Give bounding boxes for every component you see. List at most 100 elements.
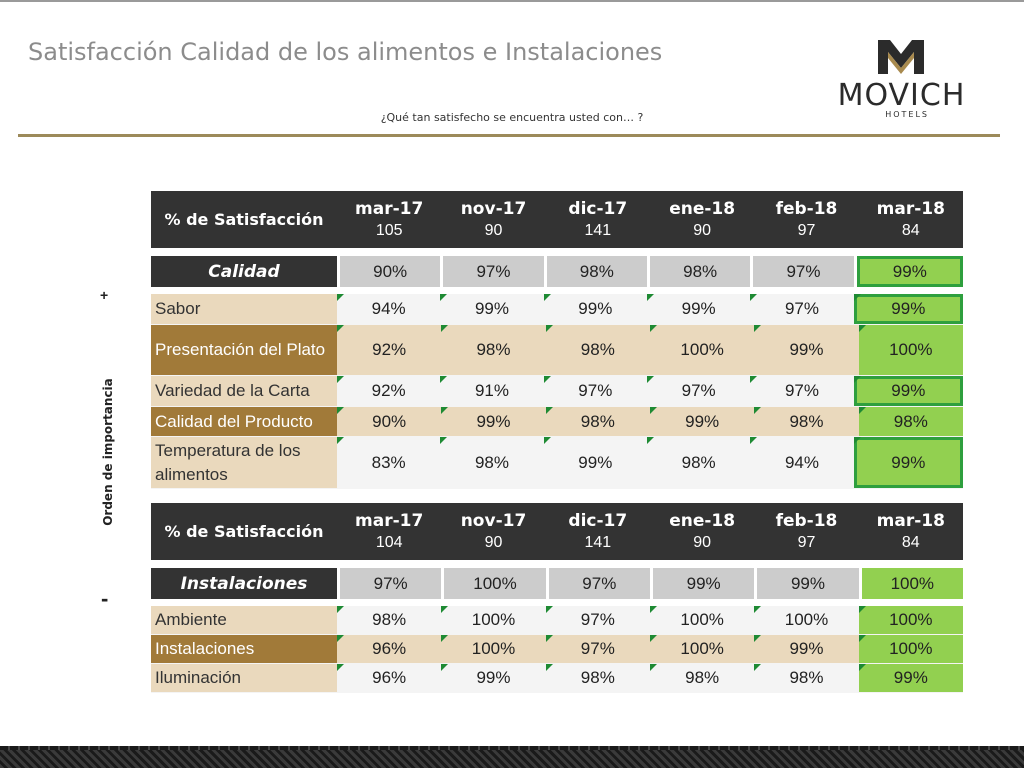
- flag-triangle-icon: [750, 294, 758, 301]
- period-label: nov-17: [460, 198, 527, 219]
- value-cell-latest: 99%: [858, 664, 963, 692]
- summary-cell-latest: 100%: [861, 568, 963, 599]
- value-cell: 92%: [337, 376, 441, 406]
- flag-triangle-icon: [750, 437, 758, 444]
- value-cell: 100%: [649, 325, 755, 375]
- movich-logo: MOVICH HOTELS: [814, 38, 989, 122]
- value-cell: 100%: [441, 635, 546, 663]
- flag-triangle-icon: [441, 635, 449, 642]
- cell-value: 91%: [474, 381, 509, 400]
- value-cell: 97%: [545, 635, 650, 663]
- value-cell-latest: 99%: [853, 376, 963, 406]
- flag-triangle-icon: [543, 376, 551, 383]
- logo-wordmark: MOVICH: [837, 78, 966, 113]
- flag-triangle-icon: [649, 325, 657, 332]
- header-column: feb-18 97: [754, 191, 858, 248]
- value-cell: 97%: [543, 376, 647, 406]
- cell-value: 98%: [474, 452, 509, 472]
- value-cell: 91%: [440, 376, 544, 406]
- flag-triangle-icon: [858, 325, 866, 332]
- flag-triangle-icon: [545, 635, 553, 642]
- value-cell: 98%: [754, 664, 859, 692]
- flag-triangle-icon: [754, 635, 762, 642]
- value-cell: 98%: [646, 437, 751, 488]
- table-row: Ambiente 98% 100% 97% 100% 100% 100%: [151, 606, 963, 635]
- summary-label: Instalaciones: [151, 568, 337, 599]
- cell-value: 99%: [893, 668, 928, 687]
- cell-value: 98%: [685, 668, 720, 687]
- summary-cell-latest: 99%: [856, 256, 963, 287]
- flag-triangle-icon: [754, 325, 762, 332]
- cell-value: 100%: [889, 639, 933, 658]
- table-row: Temperatura de los alimentos 83% 98% 99%…: [151, 437, 963, 489]
- flag-triangle-icon: [545, 407, 553, 414]
- value-cell: 100%: [754, 606, 859, 634]
- value-cell: 99%: [543, 294, 647, 324]
- sample-size: 90: [693, 533, 712, 551]
- period-label: feb-18: [775, 510, 838, 531]
- cell-value: 100%: [889, 610, 933, 629]
- flag-triangle-icon: [649, 606, 657, 613]
- sample-size: 90: [484, 533, 503, 551]
- row-label: Ambiente: [151, 606, 337, 634]
- flag-triangle-icon: [337, 407, 344, 414]
- flag-triangle-icon: [858, 664, 866, 671]
- flag-triangle-icon: [649, 407, 657, 414]
- header-column: ene-18 90: [650, 503, 754, 560]
- header-column: nov-17 90: [441, 191, 545, 248]
- cell-value: 98%: [789, 668, 824, 687]
- value-cell: 97%: [750, 294, 854, 324]
- value-cell-latest: 100%: [858, 606, 963, 634]
- cell-value: 100%: [471, 610, 516, 629]
- period-label: mar-17: [355, 198, 424, 219]
- value-cell: 98%: [545, 325, 650, 375]
- flag-triangle-icon: [337, 635, 344, 642]
- flag-triangle-icon: [337, 664, 344, 671]
- cell-value: 96%: [372, 668, 407, 687]
- sample-size: 141: [584, 533, 612, 551]
- sample-size: 84: [901, 221, 920, 239]
- value-cell: 99%: [441, 407, 546, 436]
- summary-cell: 98%: [546, 256, 647, 287]
- summary-cell: 90%: [340, 256, 441, 287]
- header-column: mar-18 84: [859, 503, 963, 560]
- value-cell: 94%: [337, 294, 441, 324]
- summary-cell: 100%: [444, 568, 546, 599]
- value-cell: 96%: [337, 635, 442, 663]
- cell-value: 96%: [372, 639, 407, 658]
- flag-triangle-icon: [646, 437, 654, 444]
- value-cell: 99%: [543, 437, 647, 488]
- cell-value: 100%: [680, 610, 724, 629]
- sample-size: 105: [375, 221, 403, 239]
- header-label: % de Satisfacción: [164, 210, 324, 229]
- flag-triangle-icon: [545, 325, 553, 332]
- header-column: dic-17 141: [546, 191, 650, 248]
- summary-cell: 97%: [443, 256, 544, 287]
- value-cell: 97%: [545, 606, 650, 634]
- flag-triangle-icon: [853, 376, 861, 383]
- flag-triangle-icon: [649, 635, 657, 642]
- cell-value: 92%: [372, 340, 407, 359]
- flag-triangle-icon: [545, 606, 553, 613]
- flag-triangle-icon: [337, 437, 344, 444]
- value-cell: 98%: [545, 664, 650, 692]
- period-label: nov-17: [460, 510, 527, 531]
- flag-triangle-icon: [754, 664, 762, 671]
- facilities-summary-row: Instalaciones 97% 100% 97% 99% 99% 100%: [151, 568, 963, 599]
- facilities-header-row: % de Satisfacción mar-17 104 nov-17 90 dic…: [151, 503, 963, 560]
- value-cell: 99%: [441, 664, 546, 692]
- flag-triangle-icon: [754, 606, 762, 613]
- period-label: mar-17: [355, 510, 424, 531]
- cell-value: 94%: [784, 452, 819, 472]
- value-cell: 99%: [440, 294, 544, 324]
- cell-value: 97%: [580, 610, 615, 629]
- row-label: Sabor: [151, 294, 337, 324]
- row-label: Iluminación: [151, 664, 337, 692]
- title-divider: [18, 134, 1000, 137]
- sample-size: 97: [797, 533, 816, 551]
- summary-cell: 99%: [652, 568, 755, 599]
- facilities-table: % de Satisfacción mar-17 104 nov-17 90 dic…: [151, 503, 963, 693]
- sample-size: 84: [901, 533, 920, 551]
- cell-value: 99%: [578, 299, 613, 318]
- header-column: feb-18 97: [754, 503, 858, 560]
